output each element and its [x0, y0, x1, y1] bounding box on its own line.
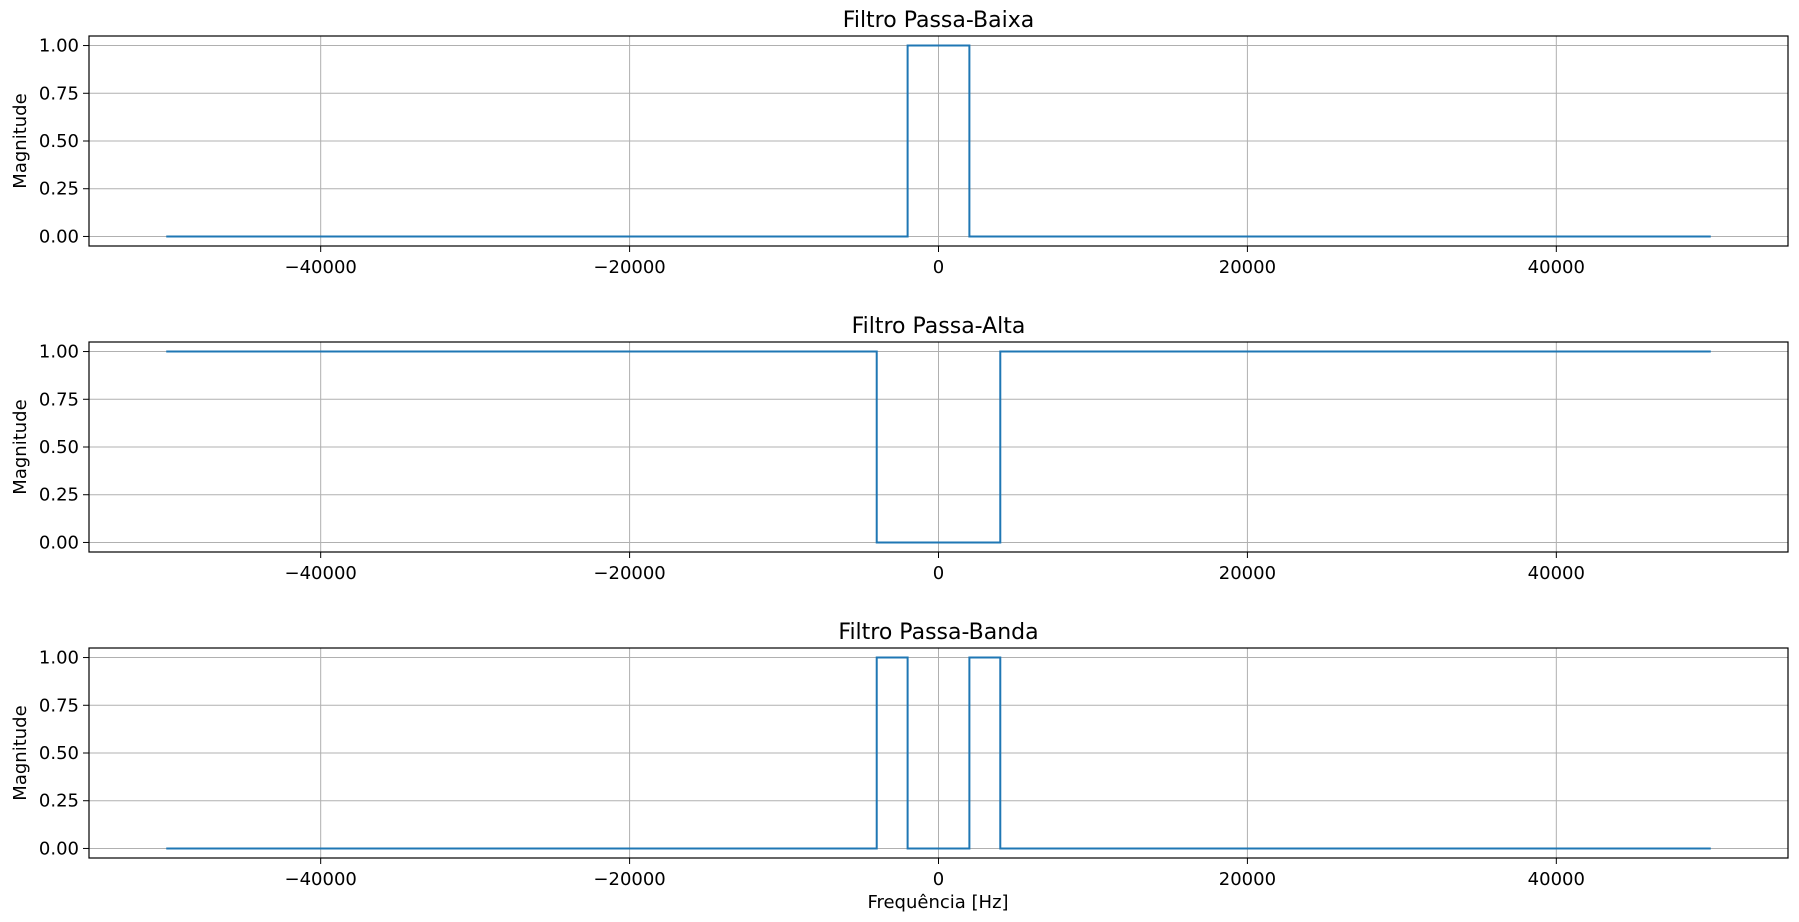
x-tick-label: 40000	[1528, 869, 1585, 890]
axes-frame	[88, 647, 1789, 859]
x-tick-label: 20000	[1219, 869, 1276, 890]
x-tick-label: 20000	[1219, 563, 1276, 584]
y-axis-label: Magnitude	[10, 399, 31, 494]
x-tick-label: −20000	[593, 869, 665, 890]
series-line	[166, 656, 1711, 850]
subplot-2: Filtro Passa-Alta −40000 −20000 0 20000 40000…	[10, 314, 1789, 584]
y-tick-label: 0.00	[39, 838, 79, 859]
y-tick-label: 0.75	[39, 83, 79, 104]
x-tick-label: −40000	[285, 869, 357, 890]
y-axis-label: Magnitude	[10, 93, 31, 188]
subplot-title: Filtro Passa-Banda	[838, 620, 1038, 645]
y-tick-label: 1.00	[39, 648, 79, 669]
y-tick-label: 0.25	[39, 179, 79, 200]
x-tick-label: 40000	[1528, 563, 1585, 584]
x-tick-label: 0	[933, 257, 944, 278]
y-tick-label: 0.25	[39, 485, 79, 506]
series-line	[166, 350, 1711, 544]
y-tick-label: 0.75	[39, 695, 79, 716]
y-tick-label: 0.00	[39, 226, 79, 247]
y-tick-label: 0.75	[39, 389, 79, 410]
x-tick-label: −20000	[593, 563, 665, 584]
y-tick-label: 1.00	[39, 36, 79, 57]
axes-frame	[88, 341, 1789, 553]
axes-frame	[88, 35, 1789, 247]
y-tick-label: 0.50	[39, 131, 79, 152]
y-tick-label: 0.50	[39, 437, 79, 458]
x-tick-label: −20000	[593, 257, 665, 278]
subplot-1: Filtro Passa-Baixa −40000 −20000 0 20000 4000…	[10, 8, 1789, 278]
x-tick-label: 0	[933, 869, 944, 890]
y-axis-label: Magnitude	[10, 705, 31, 800]
series-line	[166, 44, 1711, 238]
x-tick-label: −40000	[285, 257, 357, 278]
x-tick-label: −40000	[285, 563, 357, 584]
subplots: Filtro Passa-Baixa −40000 −20000 0 20000 4000…	[10, 8, 1789, 890]
y-tick-label: 1.00	[39, 342, 79, 363]
x-axis-label: Frequência [Hz]	[867, 892, 1008, 913]
subplot-title: Filtro Passa-Alta	[852, 314, 1026, 339]
y-tick-label: 0.50	[39, 743, 79, 764]
x-tick-label: 20000	[1219, 257, 1276, 278]
x-tick-label: 0	[933, 563, 944, 584]
subplot-title: Filtro Passa-Baixa	[843, 8, 1034, 33]
y-tick-label: 0.00	[39, 532, 79, 553]
x-tick-label: 40000	[1528, 257, 1585, 278]
subplot-3: Filtro Passa-Banda −40000 −20000 0 20000 4000…	[10, 620, 1789, 890]
y-tick-label: 0.25	[39, 791, 79, 812]
